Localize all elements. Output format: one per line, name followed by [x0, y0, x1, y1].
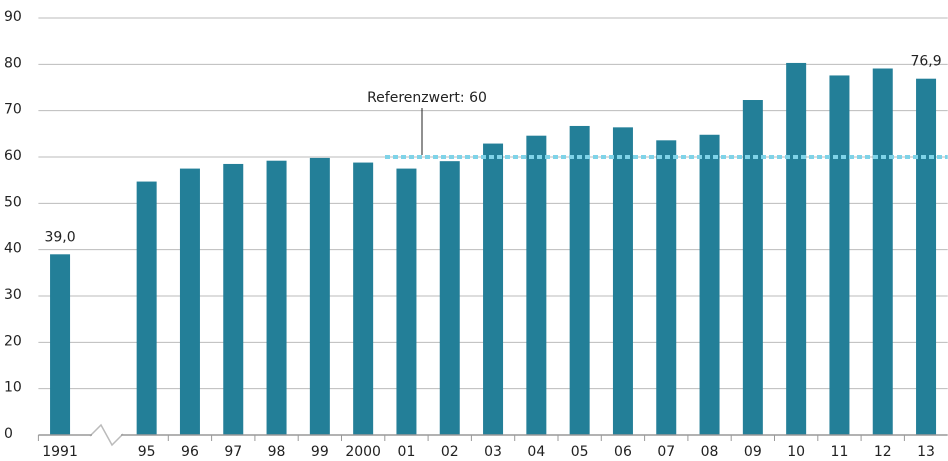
- x-tick-label: 13: [917, 444, 935, 460]
- bar: [786, 62, 807, 436]
- bar: [742, 100, 763, 435]
- y-tick-label: 10: [4, 380, 22, 396]
- y-tick-label: 90: [4, 9, 22, 25]
- x-tick-label: 01: [398, 444, 416, 460]
- bar: [829, 75, 850, 435]
- bar: [136, 181, 157, 435]
- y-tick-label: 70: [4, 102, 22, 118]
- x-tick-label: 08: [701, 444, 719, 460]
- value-label: 76,9: [910, 54, 941, 70]
- bar: [396, 168, 417, 436]
- x-tick-label: 1991: [42, 444, 78, 460]
- bar: [353, 162, 374, 435]
- x-tick-label: 05: [571, 444, 589, 460]
- bar: [526, 135, 547, 436]
- y-tick-label: 60: [4, 148, 22, 164]
- y-tick-label: 80: [4, 55, 22, 71]
- x-tick-label: 96: [181, 444, 199, 460]
- x-tick-label: 98: [268, 444, 286, 460]
- bar: [699, 134, 720, 435]
- bar: [569, 125, 590, 435]
- bar: [483, 143, 504, 435]
- x-tick-label: 11: [831, 444, 849, 460]
- x-tick-label: 95: [138, 444, 156, 460]
- y-tick-label: 50: [4, 194, 22, 210]
- x-tick-label: 2000: [345, 444, 381, 460]
- bar: [656, 140, 677, 435]
- bar: [179, 168, 200, 436]
- x-tick-label: 10: [787, 444, 805, 460]
- x-tick-label: 97: [224, 444, 242, 460]
- bar: [266, 160, 287, 435]
- bar: [309, 157, 330, 435]
- x-tick-label: 99: [311, 444, 329, 460]
- x-tick-label: 09: [744, 444, 762, 460]
- bar: [439, 161, 460, 436]
- x-tick-label: 03: [484, 444, 502, 460]
- x-tick-label: 06: [614, 444, 632, 460]
- bar: [612, 127, 633, 435]
- x-tick-label: 04: [527, 444, 545, 460]
- x-tick-label: 02: [441, 444, 459, 460]
- x-tick-label: 12: [874, 444, 892, 460]
- bar: [872, 68, 893, 436]
- reference-label: Referenzwert: 60: [367, 90, 487, 106]
- bar: [223, 163, 244, 435]
- bar: [916, 78, 937, 436]
- x-tick-label: 07: [657, 444, 675, 460]
- y-tick-label: 40: [4, 241, 22, 257]
- value-label: 39,0: [44, 229, 75, 245]
- y-tick-label: 20: [4, 333, 22, 349]
- axis-break: [89, 423, 124, 447]
- bar: [50, 254, 71, 435]
- y-tick-label: 0: [4, 426, 13, 442]
- y-tick-label: 30: [4, 287, 22, 303]
